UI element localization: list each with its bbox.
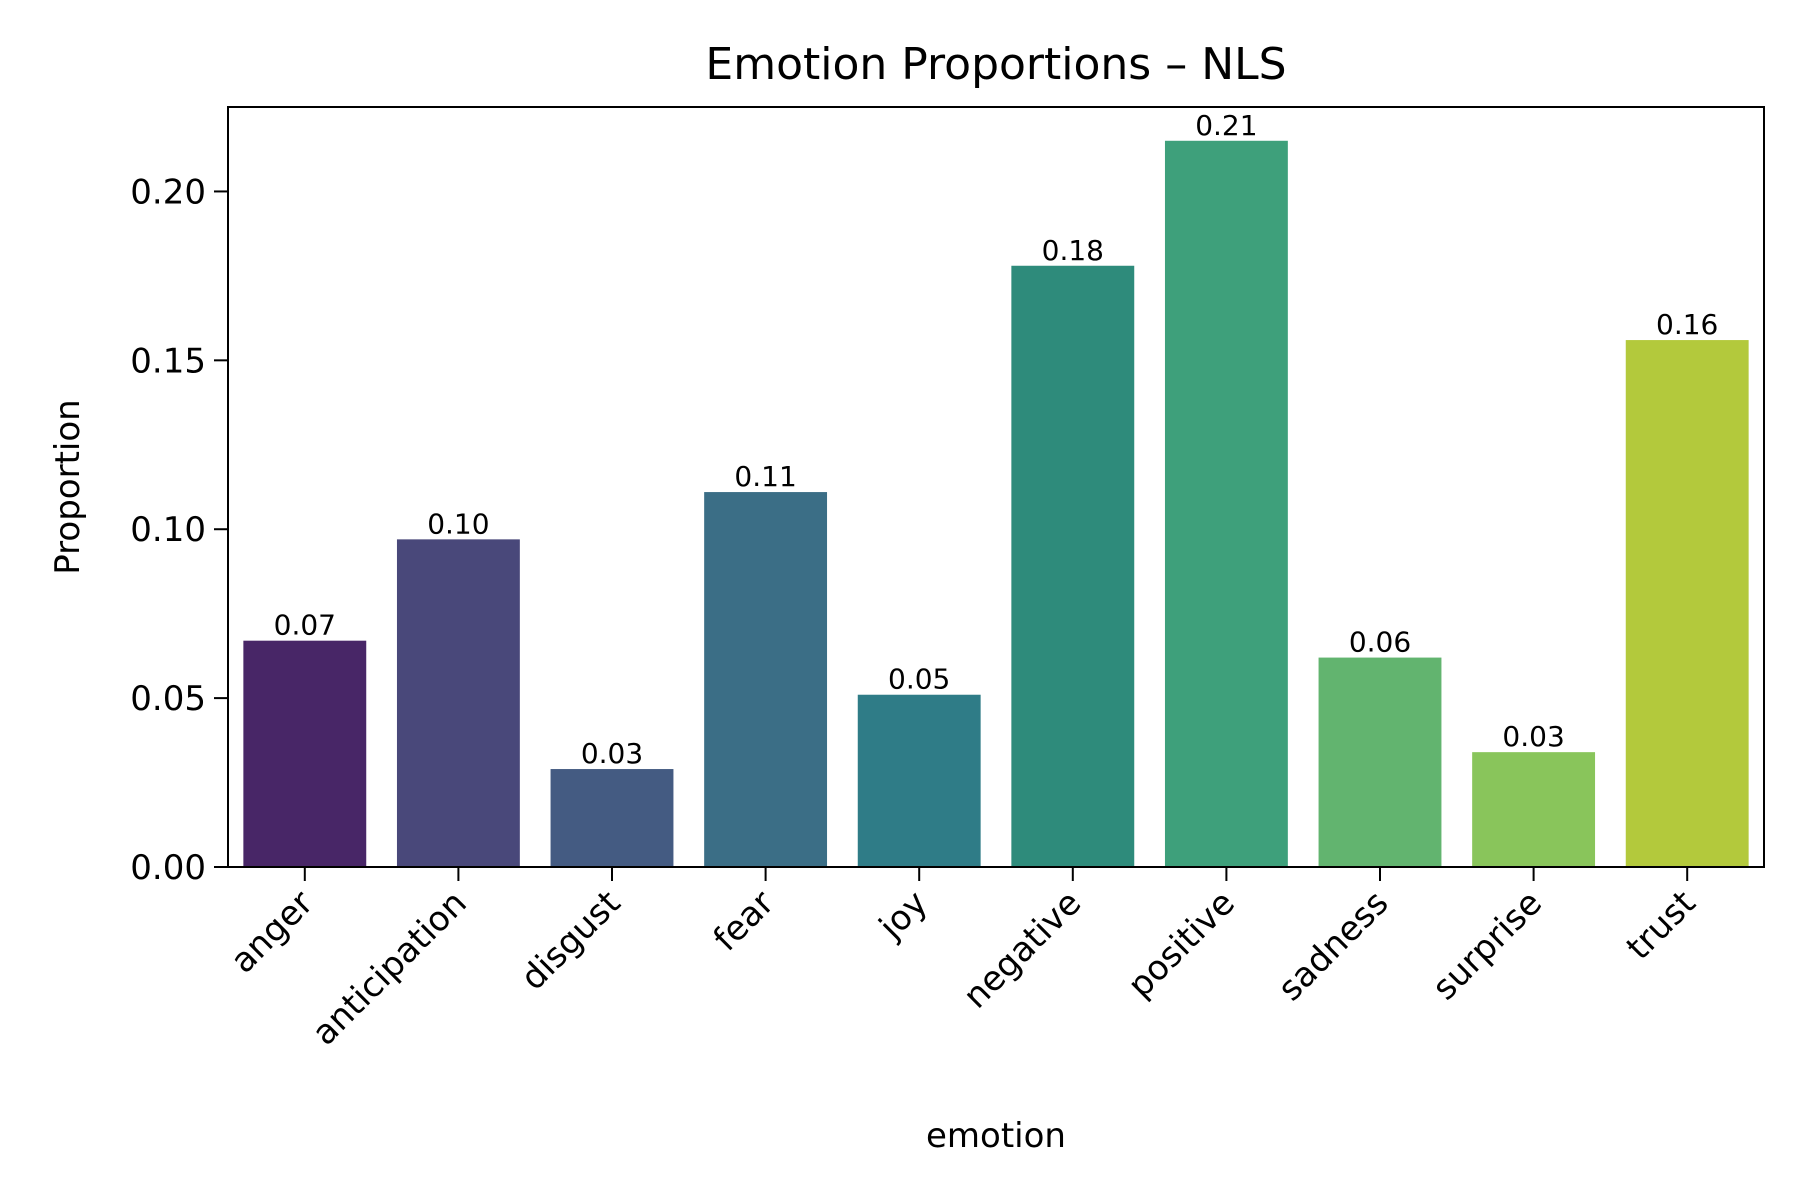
y-tick-label: 0.05 — [130, 679, 206, 719]
bar-anticipation — [396, 539, 520, 867]
bar-value-label-anticipation: 0.10 — [427, 507, 489, 540]
bar-labels-layer: 0.07 0.10 0.03 0.11 0.05 0.18 0.21 0.06 0.03 0.16 — [274, 109, 1719, 770]
bar-disgust — [550, 769, 674, 867]
bar-sadness — [1318, 657, 1442, 867]
bar-value-label-disgust: 0.03 — [581, 737, 643, 770]
chart-title: Emotion Proportions – NLS — [705, 39, 1286, 90]
bar-fear — [704, 492, 828, 867]
y-axis-label: Proportion — [48, 399, 88, 574]
bar-joy — [857, 694, 981, 867]
bar-surprise — [1472, 752, 1596, 867]
bar-value-label-positive: 0.21 — [1195, 109, 1257, 142]
bar-value-label-joy: 0.05 — [888, 663, 950, 696]
bar-value-label-sadness: 0.06 — [1349, 626, 1411, 659]
bar-value-label-negative: 0.18 — [1042, 234, 1104, 267]
bar-anger — [243, 640, 367, 867]
y-tick-label: 0.10 — [130, 510, 206, 550]
y-tick-label: 0.00 — [130, 848, 206, 888]
bar-trust — [1625, 340, 1749, 868]
plot-area-frame — [227, 106, 1765, 868]
bar-negative — [1011, 265, 1135, 867]
bar-positive — [1164, 140, 1288, 867]
y-axis: 0.00 0.05 0.10 0.15 0.20 — [130, 172, 228, 888]
bar-value-label-anger: 0.07 — [274, 609, 336, 642]
x-axis-label: emotion — [926, 1116, 1066, 1156]
bar-value-label-trust: 0.16 — [1656, 308, 1718, 341]
bar-value-label-fear: 0.11 — [734, 460, 796, 493]
bar-value-label-surprise: 0.03 — [1502, 720, 1564, 753]
y-tick-label: 0.20 — [130, 172, 206, 212]
bars-layer — [243, 140, 1749, 868]
y-tick-label: 0.15 — [130, 341, 206, 381]
